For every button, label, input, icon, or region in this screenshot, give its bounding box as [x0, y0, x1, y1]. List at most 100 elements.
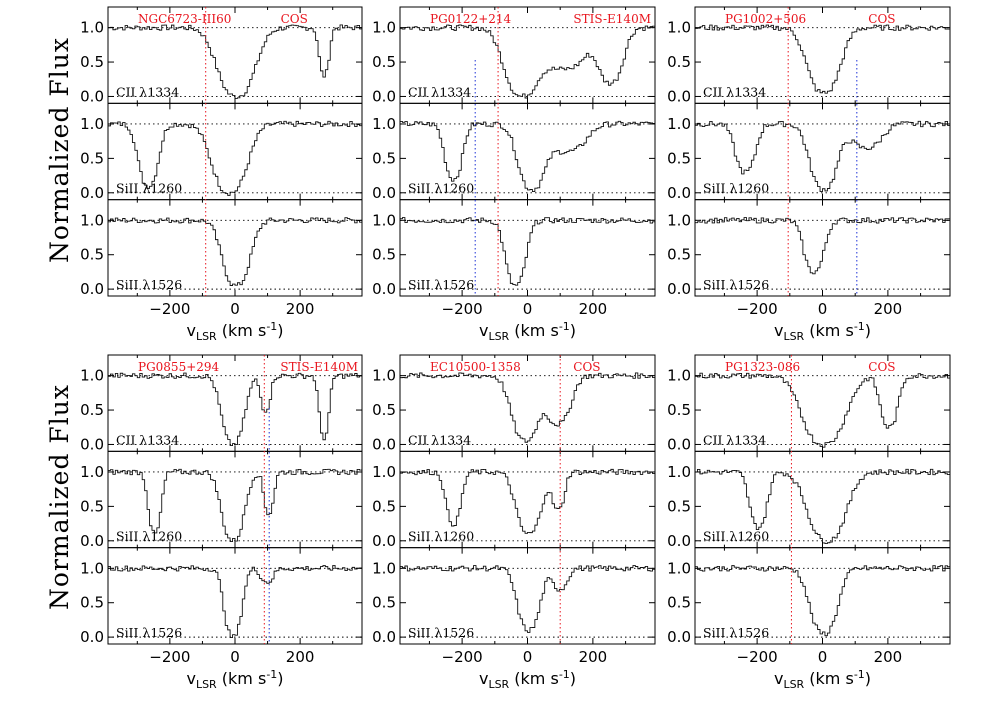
x-tick-label: −200 — [149, 648, 190, 666]
spectrum-trace — [695, 565, 951, 637]
ion-label: CII λ1334 — [116, 84, 179, 99]
sightline-figure: 0.0 0.5 1.0 CII λ1334 0.0 0.5 1.0 SiII λ1260 0.0… — [80, 6, 363, 343]
y-tick-label: 1.0 — [372, 367, 396, 385]
ion-label: SiII λ1526 — [408, 625, 474, 640]
instrument-name: STIS-E140M — [573, 12, 651, 26]
spectrum-trace — [108, 217, 363, 286]
sightline-name: PG0855+294 — [138, 360, 220, 374]
sightline-name: PG1323-086 — [725, 360, 800, 374]
y-tick-label: 1.0 — [667, 367, 691, 385]
x-axis-title: vLSR (km s-1) — [479, 668, 576, 691]
sightline-name: EC10500-1358 — [430, 360, 521, 374]
instrument-name: COS — [573, 360, 600, 374]
y-tick-label: 1.0 — [80, 115, 104, 133]
spectrum-trace — [695, 217, 951, 275]
sightline-name: PG0122+214 — [430, 12, 512, 26]
y-tick-label: 1.0 — [80, 211, 104, 229]
ion-label: SiII λ1526 — [703, 277, 769, 292]
x-tick-label: 200 — [286, 300, 315, 318]
y-tick-label: 1.0 — [667, 559, 691, 577]
ion-label: SiII λ1260 — [703, 181, 769, 196]
x-tick-label: 200 — [874, 300, 903, 318]
sightline-figure: 0.0 0.5 1.0 CII λ1334 0.0 0.5 1.0 SiII λ1260 0.0… — [667, 354, 951, 691]
y-tick-label: 0.0 — [667, 532, 691, 550]
y-tick-label: 0.0 — [372, 435, 396, 453]
x-tick-label: −200 — [149, 300, 190, 318]
ion-label: CII λ1334 — [116, 432, 179, 447]
spectrum-trace — [400, 24, 656, 99]
y-tick-label: 0.5 — [667, 149, 691, 167]
x-tick-label: 200 — [579, 300, 608, 318]
sightline-figure: 0.0 0.5 1.0 CII λ1334 0.0 0.5 1.0 SiII λ1260 0.0… — [372, 6, 656, 343]
y-tick-label: 1.0 — [667, 19, 691, 37]
panel-frame — [694, 547, 951, 645]
y-tick-label: 1.0 — [80, 367, 104, 385]
x-tick-label: 0 — [818, 648, 828, 666]
x-tick-label: 0 — [523, 300, 533, 318]
x-tick-label: −200 — [442, 648, 483, 666]
instrument-name: COS — [281, 12, 308, 26]
y-tick-label: 0.0 — [372, 184, 396, 202]
y-tick-label: 0.0 — [667, 184, 691, 202]
x-tick-label: 0 — [523, 648, 533, 666]
ion-label: SiII λ1260 — [116, 181, 182, 196]
instrument-name: STIS-E140M — [280, 360, 358, 374]
ion-label: SiII λ1260 — [408, 529, 474, 544]
panel-frame — [107, 199, 363, 297]
ion-label: CII λ1334 — [703, 432, 766, 447]
y-tick-label: 0.0 — [80, 280, 104, 298]
y-tick-label: 1.0 — [80, 463, 104, 481]
y-tick-label: 1.0 — [372, 115, 396, 133]
ion-label: SiII λ1526 — [116, 625, 182, 640]
y-tick-label: 0.0 — [372, 532, 396, 550]
y-tick-label: 1.0 — [372, 211, 396, 229]
x-tick-label: 200 — [874, 648, 903, 666]
panel-frame — [399, 199, 656, 297]
y-tick-label: 0.0 — [80, 184, 104, 202]
x-tick-label: 200 — [286, 648, 315, 666]
spectrum-trace — [695, 120, 951, 193]
spectrum-trace — [695, 24, 951, 94]
ion-label: SiII λ1526 — [408, 277, 474, 292]
y-tick-label: 0.5 — [80, 149, 104, 167]
y-tick-label: 0.0 — [667, 280, 691, 298]
spectra-grid: 0.0 0.5 1.0 CII λ1334 0.0 0.5 1.0 SiII λ1260 0.0… — [80, 6, 951, 691]
y-tick-label: 0.5 — [372, 401, 396, 419]
ion-label: SiII λ1526 — [116, 277, 182, 292]
spectrum-trace — [108, 565, 363, 639]
spectrum-trace — [400, 217, 656, 286]
x-tick-label: −200 — [737, 300, 778, 318]
x-tick-label: −200 — [442, 300, 483, 318]
y-tick-label: 0.5 — [667, 401, 691, 419]
x-axis-title: vLSR (km s-1) — [479, 320, 576, 343]
panel-frame — [107, 547, 363, 645]
y-tick-label: 1.0 — [667, 463, 691, 481]
y-tick-label: 1.0 — [372, 19, 396, 37]
ion-label: SiII λ1260 — [408, 181, 474, 196]
y-tick-label: 0.0 — [667, 435, 691, 453]
spectrum-trace — [400, 565, 656, 633]
sightline-figure: 0.0 0.5 1.0 CII λ1334 0.0 0.5 1.0 SiII λ1260 0.0… — [80, 354, 363, 691]
y-tick-label: 0.5 — [667, 53, 691, 71]
panel-frame — [399, 547, 656, 645]
spectrum-trace — [400, 372, 656, 443]
sightline-name: NGC6723-III60 — [138, 12, 231, 26]
instrument-name: COS — [868, 12, 895, 26]
y-tick-label: 0.5 — [372, 594, 396, 612]
x-tick-label: −200 — [737, 648, 778, 666]
spectrum-trace — [108, 372, 363, 447]
y-tick-label: 0.5 — [80, 401, 104, 419]
y-tick-label: 0.0 — [667, 87, 691, 105]
y-tick-label: 1.0 — [667, 115, 691, 133]
y-tick-label: 0.0 — [372, 628, 396, 646]
sightline-figure: 0.0 0.5 1.0 CII λ1334 0.0 0.5 1.0 SiII λ1260 0.0… — [667, 6, 951, 343]
y-tick-label: 0.0 — [80, 532, 104, 550]
x-axis-title: vLSR (km s-1) — [186, 668, 283, 691]
y-tick-label: 0.0 — [372, 87, 396, 105]
x-axis-title: vLSR (km s-1) — [774, 320, 871, 343]
x-axis-title: vLSR (km s-1) — [774, 668, 871, 691]
y-tick-label: 0.5 — [372, 497, 396, 515]
y-tick-label: 1.0 — [80, 19, 104, 37]
y-tick-label: 0.5 — [80, 594, 104, 612]
